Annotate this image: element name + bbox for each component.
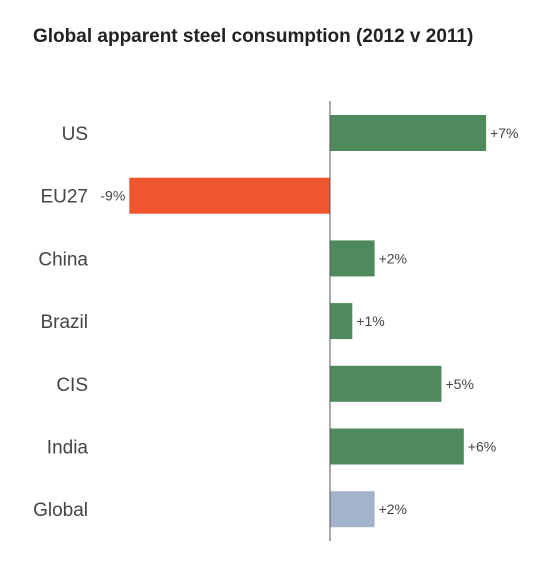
category-label-cis: CIS: [56, 375, 88, 396]
category-label-us: US: [62, 124, 88, 145]
labels-group: US +7% EU27 -9% China +2% Brazil +1% CIS +5% India…: [33, 124, 518, 521]
category-label-china: China: [38, 249, 88, 270]
bar-india: [330, 428, 464, 465]
value-label-brazil: +1%: [356, 313, 384, 329]
category-label-eu27: EU27: [40, 187, 88, 208]
value-label-cis: +5%: [446, 376, 474, 392]
value-label-china: +2%: [379, 250, 407, 266]
bar-global: [330, 491, 375, 528]
bar-china: [330, 240, 375, 277]
bars-group: [129, 115, 487, 528]
value-label-eu27: -9%: [100, 188, 125, 204]
chart-title: Global apparent steel consumption (2012 …: [33, 26, 474, 47]
value-label-india: +6%: [468, 439, 496, 455]
category-label-india: India: [47, 438, 89, 459]
category-label-brazil: Brazil: [40, 312, 88, 333]
bar-us: [330, 115, 487, 151]
bar-brazil: [330, 303, 353, 340]
value-label-global: +2%: [379, 501, 407, 517]
value-label-us: +7%: [490, 125, 518, 141]
bar-cis: [330, 365, 442, 402]
category-label-global: Global: [33, 500, 88, 521]
bar-eu27: [129, 177, 330, 214]
